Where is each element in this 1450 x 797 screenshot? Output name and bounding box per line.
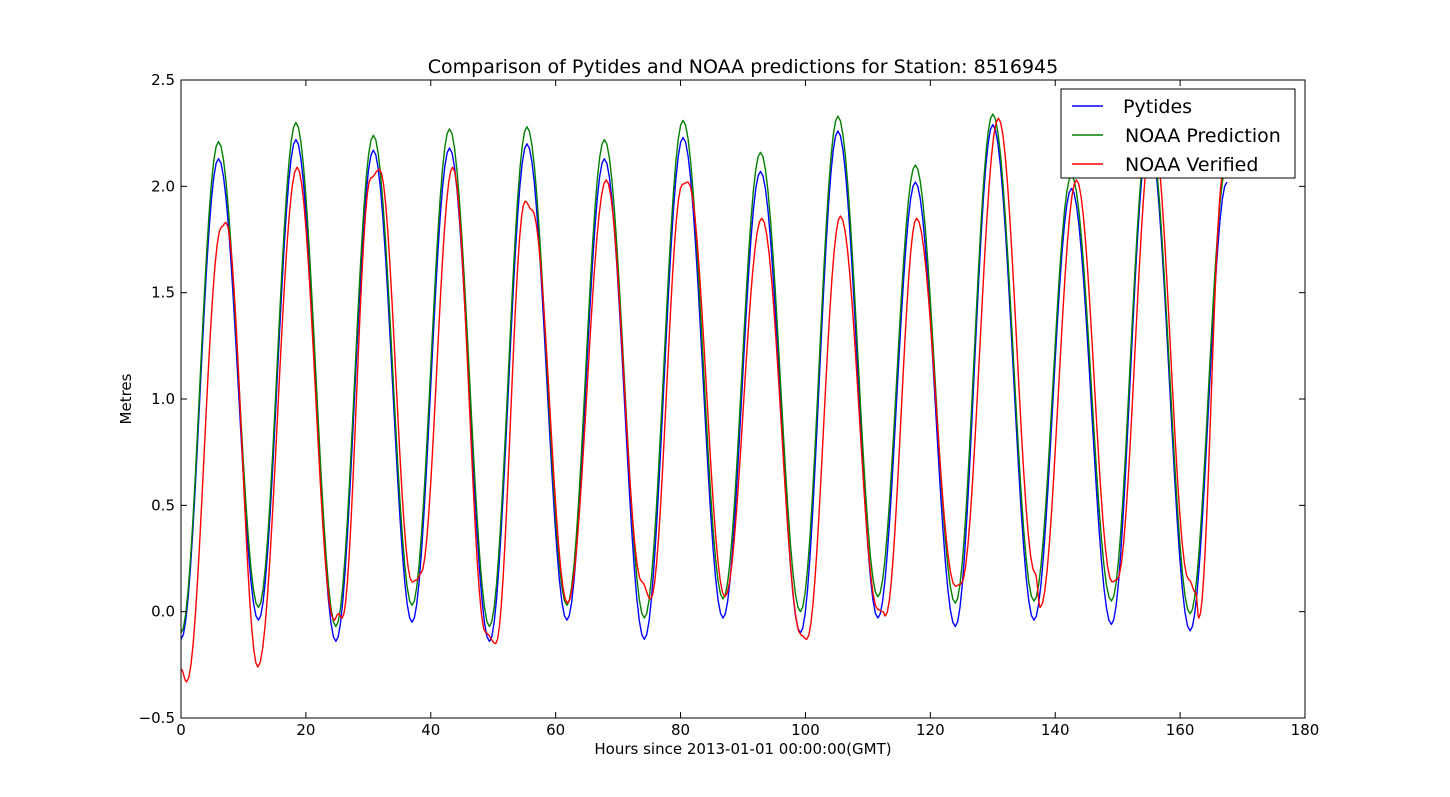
x-tick-label: 40	[421, 721, 440, 739]
chart-title: Comparison of Pytides and NOAA predictio…	[428, 56, 1059, 78]
x-tick-label: 0	[176, 721, 186, 739]
y-tick-label: −0.5	[139, 709, 175, 727]
x-tick-label: 160	[1166, 721, 1195, 739]
y-axis: −0.5 0.0 0.5 1.0 1.5 2.0 2.5	[139, 71, 1305, 727]
y-tick-label: 0.0	[151, 603, 175, 621]
legend-label-noaa-prediction: NOAA Prediction	[1125, 125, 1281, 147]
legend-label-pytides: Pytides	[1123, 96, 1192, 118]
legend-label-noaa-verified: NOAA Verified	[1125, 154, 1258, 176]
x-tick-label: 60	[546, 721, 565, 739]
x-tick-label: 80	[671, 721, 690, 739]
legend: Pytides NOAA Prediction NOAA Verified	[1060, 88, 1296, 179]
x-axis-label: Hours since 2013-01-01 00:00:00(GMT)	[594, 740, 891, 758]
series-line-noaa-verified	[181, 117, 1225, 683]
x-tick-label: 180	[1291, 721, 1320, 739]
x-tick-label: 140	[1041, 721, 1070, 739]
y-tick-label: 2.0	[151, 177, 175, 195]
y-tick-label: 1.5	[151, 284, 175, 302]
y-tick-label: 2.5	[151, 71, 175, 89]
y-tick-label: 1.0	[151, 390, 175, 408]
x-tick-label: 100	[791, 721, 820, 739]
x-tick-label: 120	[916, 721, 945, 739]
series-line-noaa-prediction	[181, 113, 1228, 634]
y-axis-label: Metres	[117, 373, 135, 424]
x-tick-label: 20	[296, 721, 315, 739]
series-line-pytides	[181, 123, 1228, 643]
series-layer	[181, 113, 1228, 683]
x-axis: 0 20 40 60 80 100 120 140 160 180	[176, 80, 1319, 739]
y-tick-label: 0.5	[151, 496, 175, 514]
legend-box	[1060, 88, 1296, 179]
